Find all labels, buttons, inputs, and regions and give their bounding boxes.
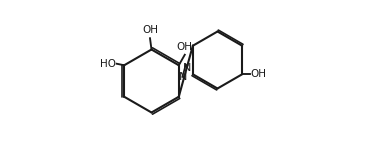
Text: OH: OH [177, 42, 193, 52]
Text: HO: HO [100, 59, 116, 69]
Text: OH: OH [142, 25, 158, 35]
Text: OH: OH [250, 69, 266, 79]
Text: N: N [179, 72, 188, 82]
Text: N: N [183, 63, 191, 74]
